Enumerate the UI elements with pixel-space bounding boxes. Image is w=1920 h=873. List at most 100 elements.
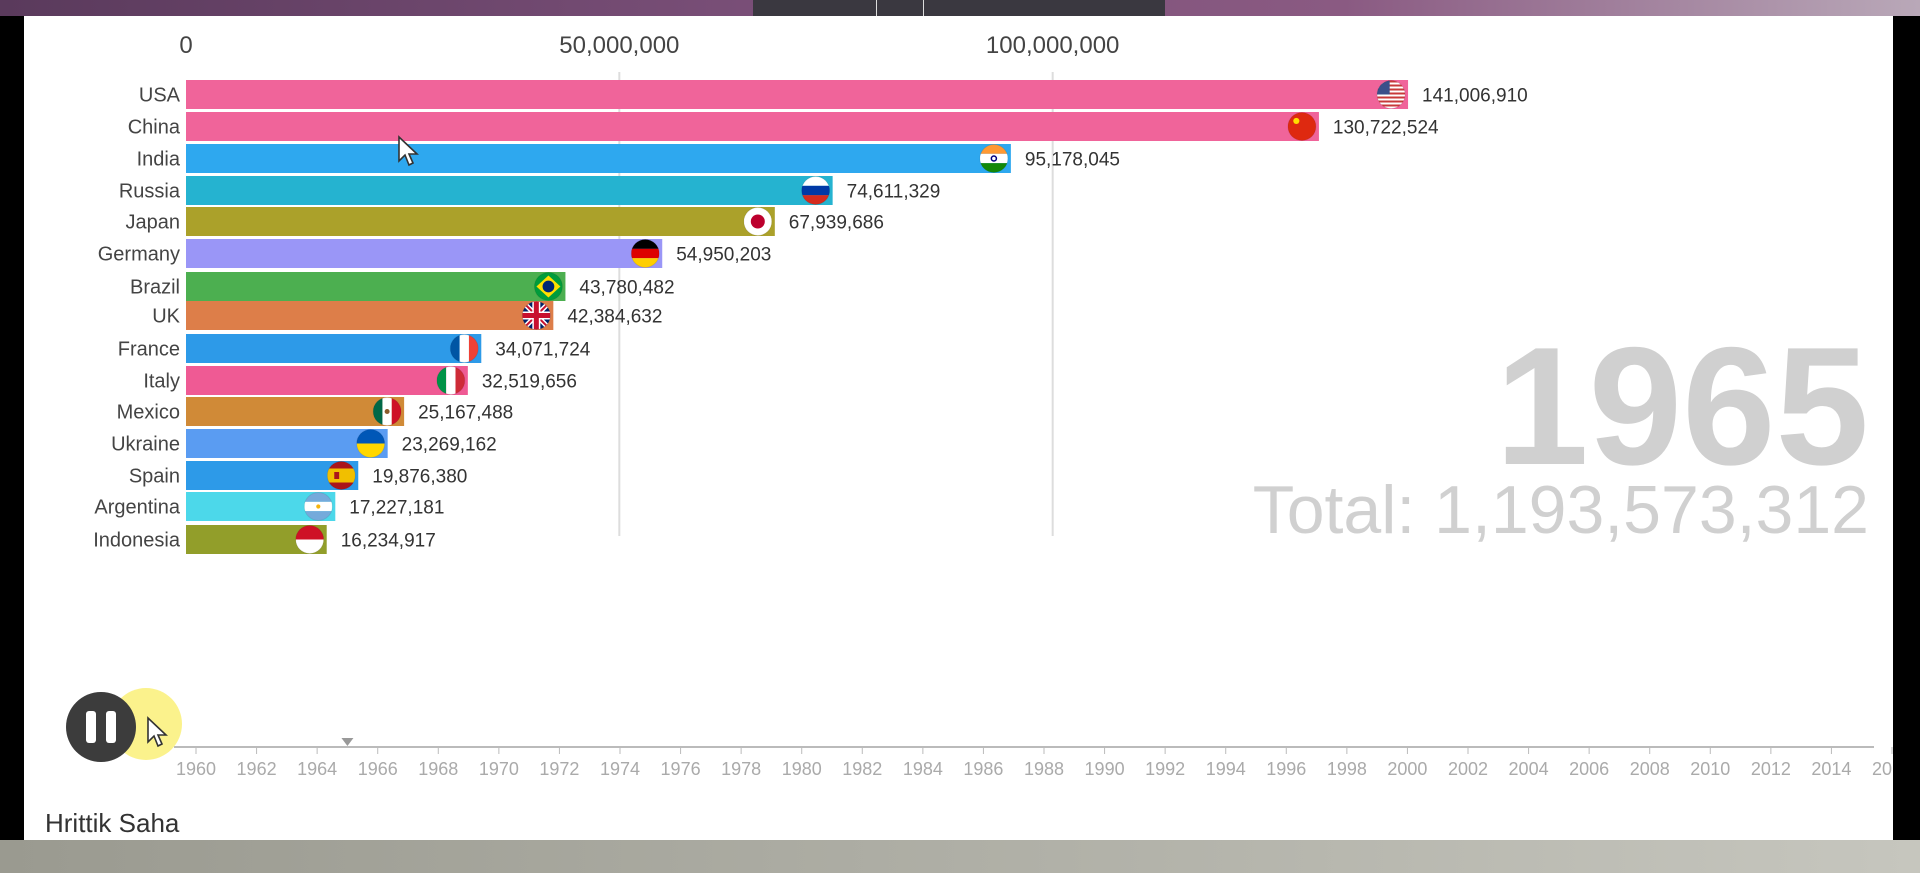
category-label: Japan [126,212,181,234]
timeline-year-label: 2008 [1630,759,1670,779]
timeline-year-label: 2014 [1811,759,1851,779]
timeline-year-label: 1978 [721,759,761,779]
flag-ukraine-icon [356,429,386,458]
bar-france [186,334,482,363]
mouse-cursor-icon [398,135,419,167]
bottom-window-strip [0,840,1920,873]
chart-panel: 0 50,000,000 100,000,000 1965 Total: 1,193,5… [24,16,1912,840]
value-label: 16,234,917 [341,531,436,552]
bar-germany [186,239,663,268]
value-label: 130,722,524 [1333,118,1439,139]
pause-icon [86,711,96,743]
value-label: 25,167,488 [418,403,513,424]
timeline-year-label: 1966 [358,759,398,779]
value-label: 43,780,482 [579,278,674,299]
timeline-year-label: 1994 [1206,759,1246,779]
category-label: UK [152,306,180,328]
category-label: Indonesia [93,530,181,552]
pause-button[interactable] [66,692,136,762]
timeline-year-label: 1970 [479,759,519,779]
category-label: France [118,339,180,361]
category-label: Italy [143,371,180,393]
timeline-year-label: 1984 [903,759,943,779]
timeline-year-label: 1960 [176,759,216,779]
value-label: 17,227,181 [349,498,444,519]
timeline-year-label: 1996 [1266,759,1306,779]
category-label: Brazil [130,277,180,299]
timeline-year-label: 1968 [418,759,458,779]
bar-italy [186,366,468,395]
bar-ukraine [186,429,388,458]
bar-mexico [186,397,405,426]
value-label: 42,384,632 [567,307,662,328]
timeline-year-label: 1998 [1327,759,1367,779]
category-label: USA [139,85,181,107]
value-label: 74,611,329 [847,182,941,203]
timeline-year-label: 1990 [1085,759,1125,779]
category-label: India [137,149,181,171]
author-credit: Hrittik Saha [45,808,180,838]
x-tick-label: 100,000,000 [986,32,1119,59]
pause-icon-bar [106,711,116,743]
timeline-year-label: 2000 [1387,759,1427,779]
category-label: Ukraine [111,434,180,456]
timeline-year-label: 1980 [782,759,822,779]
category-label: China [128,117,181,139]
flag-indonesia-icon [295,525,325,554]
bar-usa [186,80,1409,109]
bar-india [186,144,1011,173]
flag-japan-icon [743,207,773,236]
flag-usa-icon [1376,80,1406,109]
value-label: 32,519,656 [482,372,577,393]
flag-germany-icon [630,239,660,268]
timeline-year-label: 1964 [297,759,337,779]
timeline-year-label: 2016 [1872,759,1893,779]
timeline-year-label: 2012 [1751,759,1791,779]
value-label: 34,071,724 [495,340,591,361]
value-label: 95,178,045 [1025,150,1120,171]
flag-brazil-icon [533,272,563,301]
timeline-marker [341,738,354,746]
timeline-year-label: 1992 [1145,759,1185,779]
timeline-year-label: 2006 [1569,759,1609,779]
timeline-year-label: 1976 [661,759,701,779]
flag-italy-icon [436,366,466,395]
value-label: 54,950,203 [676,245,771,266]
flag-argentina-icon [303,492,333,521]
timeline-year-label: 1962 [237,759,277,779]
timeline-year-label: 1982 [842,759,882,779]
timeline-year-label: 2004 [1509,759,1549,779]
flag-russia-icon [801,176,831,205]
total-label: Total: 1,193,573,312 [1253,472,1869,548]
category-label: Germany [98,244,180,266]
year-label: 1965 [1495,312,1869,500]
flag-spain-icon [326,461,356,490]
flag-india-icon [979,144,1009,173]
timeline-year-label: 2010 [1690,759,1730,779]
bar-brazil [186,272,566,301]
category-label: Argentina [94,497,180,519]
flag-france-icon [449,334,479,363]
timeline-year-label: 1972 [539,759,579,779]
mouse-cursor-icon [147,716,168,748]
bar-china [186,112,1319,141]
flag-mexico-icon [372,397,402,426]
flag-china-icon [1287,112,1317,141]
category-label: Spain [129,466,180,488]
x-tick-label: 50,000,000 [559,32,679,59]
bar-japan [186,207,775,236]
value-label: 23,269,162 [402,435,497,456]
category-label: Mexico [117,402,180,424]
value-label: 19,876,380 [372,467,467,488]
flag-uk-icon [521,301,551,330]
timeline-year-label: 1974 [600,759,640,779]
x-tick-label: 0 [179,32,192,59]
value-label: 67,939,686 [789,213,884,234]
timeline-year-label: 1988 [1024,759,1064,779]
video-top-control-button[interactable] [876,0,924,17]
bar-russia [186,176,833,205]
value-label: 141,006,910 [1422,86,1528,107]
timeline-year-label: 2002 [1448,759,1488,779]
bar-uk [186,301,554,330]
